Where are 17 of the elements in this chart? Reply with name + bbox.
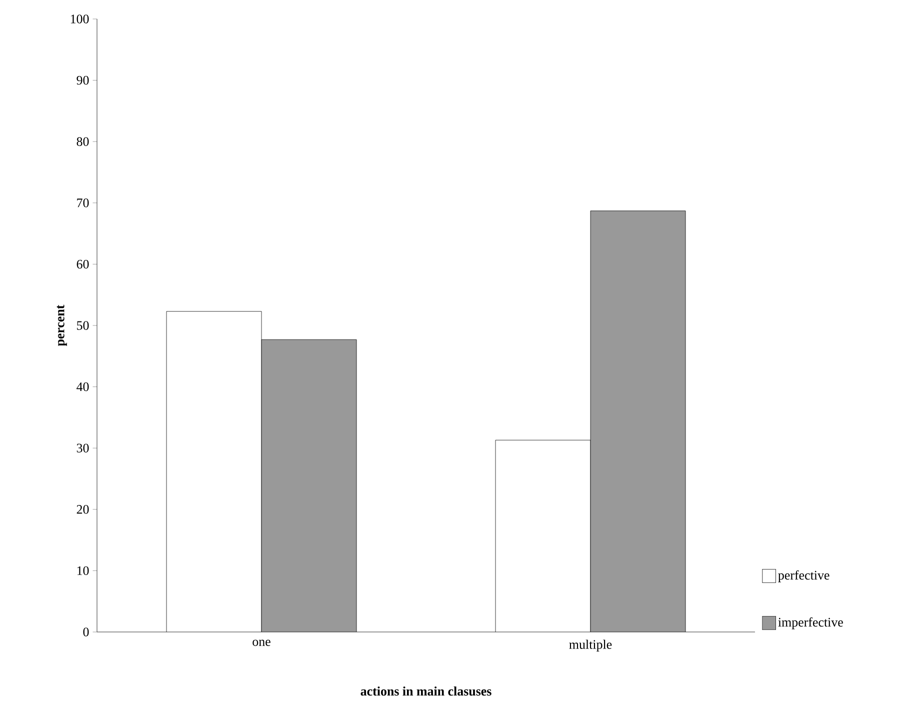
y-tick-label: 70 [77, 198, 89, 208]
x-axis-title: actions in main clasuses [360, 686, 492, 696]
y-tick-label: 50 [77, 321, 89, 330]
y-tick-label: 100 [70, 14, 89, 24]
y-axis-title: percent [56, 304, 67, 346]
x-tick-label: one [252, 640, 270, 646]
y-tick-label: 20 [76, 505, 89, 514]
y-tick-label: 10 [77, 566, 89, 576]
y-tick-label: 40 [76, 382, 89, 392]
legend-label: imperfective [778, 617, 843, 630]
y-tick-label: 80 [76, 137, 89, 146]
y-tick-label: 0 [83, 628, 89, 636]
y-tick-label: 60 [76, 260, 89, 269]
legend-label: perfective [778, 570, 830, 582]
y-tick-label: 90 [76, 76, 89, 85]
y-tick-label: 30 [76, 444, 89, 452]
x-tick-label: multiple [569, 640, 612, 652]
